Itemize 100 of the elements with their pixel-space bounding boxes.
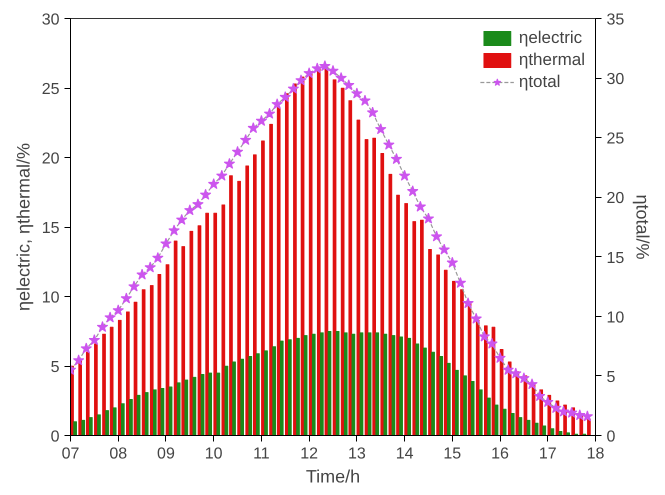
bar: [89, 417, 93, 436]
bar: [150, 285, 154, 436]
bar: [392, 335, 396, 436]
y2-tick-label: 25: [606, 130, 624, 148]
bar: [134, 302, 138, 436]
bar: [237, 180, 241, 436]
bar: [415, 343, 420, 436]
bar: [368, 332, 372, 436]
bar: [166, 264, 170, 436]
bar: [144, 392, 149, 436]
x-tick-label: 13: [348, 446, 366, 462]
y2-tick-label: 30: [606, 71, 624, 88]
x-tick-label: 12: [300, 446, 318, 462]
bar: [296, 338, 300, 436]
bar: [102, 334, 106, 436]
bar: [272, 346, 276, 436]
bar: [328, 330, 332, 436]
bar: [224, 366, 228, 436]
legend-label: ηtotal: [518, 72, 560, 92]
x-tick-label: 17: [538, 446, 557, 462]
bar: [264, 350, 268, 436]
bar: [518, 417, 522, 436]
bar: [372, 138, 376, 436]
bar: [352, 334, 356, 436]
bar: [542, 425, 546, 436]
bar: [198, 225, 202, 436]
bar: [160, 388, 164, 436]
bar: [463, 375, 467, 436]
bar: [280, 340, 284, 436]
bar: [407, 338, 412, 436]
y-tick-label: 25: [42, 81, 60, 98]
bar: [200, 374, 204, 436]
bar: [396, 194, 400, 436]
bar: [558, 431, 562, 436]
bar: [205, 212, 209, 436]
bar: [168, 386, 172, 436]
bar: [213, 212, 218, 436]
x-tick-label: 11: [253, 446, 270, 462]
bar: [384, 334, 388, 436]
bar: [158, 274, 162, 436]
bar: [455, 370, 459, 436]
bar: [436, 254, 440, 436]
bar: [320, 332, 324, 436]
y2-tick-label: 10: [606, 309, 624, 326]
bar: [380, 153, 384, 436]
bar: [423, 348, 427, 436]
bar: [97, 414, 101, 436]
bar: [439, 356, 444, 436]
bar: [526, 420, 530, 436]
y2-tick-label: 15: [606, 250, 624, 267]
bar: [336, 330, 340, 436]
x-axis-title: Time/h: [306, 466, 360, 486]
x-tick-label: 07: [62, 446, 80, 462]
bar: [248, 356, 252, 436]
bar: [252, 154, 257, 436]
bar: [176, 382, 181, 436]
x-tick-label: 16: [491, 446, 510, 462]
x-tick-label: 10: [204, 446, 223, 462]
x-tick-label: 08: [109, 446, 128, 462]
x-tick-label: 09: [157, 446, 175, 462]
bar: [152, 389, 157, 436]
bar: [81, 420, 86, 436]
y-axis-title: ηelectric, ηthermal/%: [14, 142, 34, 312]
bar: [478, 389, 483, 436]
bar: [256, 353, 260, 436]
bar: [181, 246, 186, 436]
bar: [332, 79, 336, 436]
bar: [73, 421, 77, 436]
bar: [494, 404, 498, 436]
bar: [208, 372, 212, 436]
bar: [232, 362, 236, 436]
bar: [184, 380, 188, 436]
y-tick-label: 10: [42, 290, 60, 306]
bar: [121, 403, 125, 436]
bar: [221, 204, 226, 436]
y2-tick-label: 5: [606, 368, 616, 386]
y-tick-label: 20: [42, 150, 60, 168]
bar: [550, 428, 554, 436]
y2-tick-label: 35: [606, 12, 624, 28]
bar: [288, 339, 292, 436]
y2-tick-label: 0: [606, 428, 616, 446]
bar: [118, 320, 122, 436]
bar: [174, 240, 178, 436]
bar: [126, 311, 130, 436]
bar: [364, 139, 368, 436]
bar: [470, 380, 475, 436]
y2-tick-label: 20: [606, 190, 624, 208]
bar: [312, 334, 316, 436]
x-tick-label: 15: [443, 446, 462, 462]
bar: [110, 326, 114, 436]
bar: [360, 332, 364, 436]
bar: [428, 248, 432, 436]
legend-label: ηthermal: [518, 50, 585, 70]
x-tick-label: 18: [586, 446, 604, 462]
bar: [304, 335, 308, 436]
y-tick-label: 5: [50, 359, 60, 376]
bar: [446, 362, 451, 436]
bar: [375, 332, 380, 436]
legend-label: ηelectric: [518, 28, 582, 48]
bar: [340, 88, 344, 436]
